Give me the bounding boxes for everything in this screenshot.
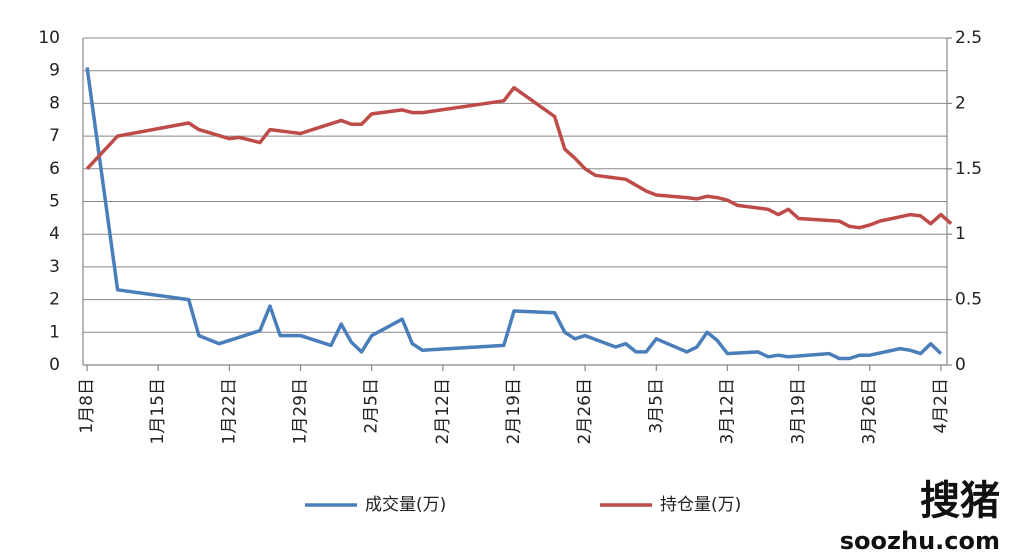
- x-tick-label: 3月19日: [789, 378, 809, 444]
- y-tick-label: 0: [49, 355, 60, 375]
- x-tick-label: 1月15日: [148, 378, 168, 444]
- x-tick-label: 3月26日: [860, 378, 880, 444]
- y2-tick-label: 0.5: [955, 290, 982, 310]
- series-line: [85, 85, 953, 230]
- y-tick-label: 9: [49, 61, 60, 81]
- x-tick-label: 2月26日: [575, 378, 595, 444]
- x-tick-label: 3月5日: [646, 378, 666, 434]
- y2-tick-label: 1.5: [955, 159, 982, 179]
- y-tick-label: 7: [49, 126, 60, 146]
- y-tick-label: 4: [49, 224, 60, 244]
- y-tick-label: 1: [49, 322, 60, 342]
- series-line: [85, 67, 943, 361]
- x-tick-label: 2月5日: [362, 378, 382, 434]
- y2-tick-label: 2: [955, 93, 966, 113]
- x-tick-label: 1月22日: [219, 378, 239, 444]
- x-tick-label: 4月2日: [931, 378, 951, 434]
- y-tick-label: 5: [49, 192, 60, 212]
- x-tick-label: 2月12日: [433, 378, 453, 444]
- y2-tick-label: 2.5: [955, 28, 982, 48]
- x-tick-label: 1月8日: [77, 378, 97, 434]
- watermark: soozhu.com: [840, 527, 1000, 555]
- x-tick-label: 1月29日: [291, 378, 311, 444]
- legend-label: 持仓量(万): [660, 495, 741, 515]
- legend-label: 成交量(万): [365, 495, 446, 515]
- y-tick-label: 10: [38, 28, 60, 48]
- watermark: 搜猪: [920, 478, 1000, 524]
- y2-tick-label: 0: [955, 355, 966, 375]
- y-tick-label: 3: [49, 257, 60, 277]
- y-tick-label: 2: [49, 290, 60, 310]
- x-tick-label: 3月12日: [717, 378, 737, 444]
- y-tick-label: 6: [49, 159, 60, 179]
- y2-tick-label: 1: [955, 224, 966, 244]
- y-tick-label: 8: [49, 93, 60, 113]
- x-tick-label: 2月19日: [504, 378, 524, 444]
